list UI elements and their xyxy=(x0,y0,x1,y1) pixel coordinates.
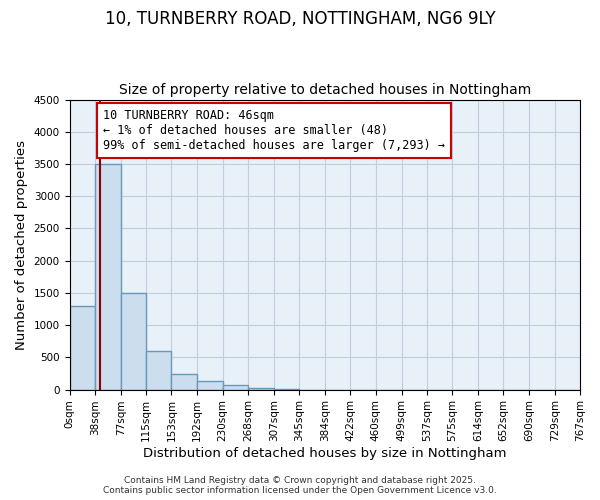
Y-axis label: Number of detached properties: Number of detached properties xyxy=(15,140,28,350)
Bar xyxy=(197,381,223,390)
Bar xyxy=(121,293,146,390)
Title: Size of property relative to detached houses in Nottingham: Size of property relative to detached ho… xyxy=(119,83,531,97)
Bar xyxy=(274,389,299,390)
Text: Contains HM Land Registry data © Crown copyright and database right 2025.
Contai: Contains HM Land Registry data © Crown c… xyxy=(103,476,497,495)
X-axis label: Distribution of detached houses by size in Nottingham: Distribution of detached houses by size … xyxy=(143,447,506,460)
Bar xyxy=(172,374,197,390)
Bar xyxy=(95,164,121,390)
Bar xyxy=(146,351,172,390)
Bar xyxy=(248,388,274,390)
Text: 10, TURNBERRY ROAD, NOTTINGHAM, NG6 9LY: 10, TURNBERRY ROAD, NOTTINGHAM, NG6 9LY xyxy=(104,10,496,28)
Bar xyxy=(70,306,95,390)
Text: 10 TURNBERRY ROAD: 46sqm
← 1% of detached houses are smaller (48)
99% of semi-de: 10 TURNBERRY ROAD: 46sqm ← 1% of detache… xyxy=(103,109,445,152)
Bar xyxy=(223,385,248,390)
